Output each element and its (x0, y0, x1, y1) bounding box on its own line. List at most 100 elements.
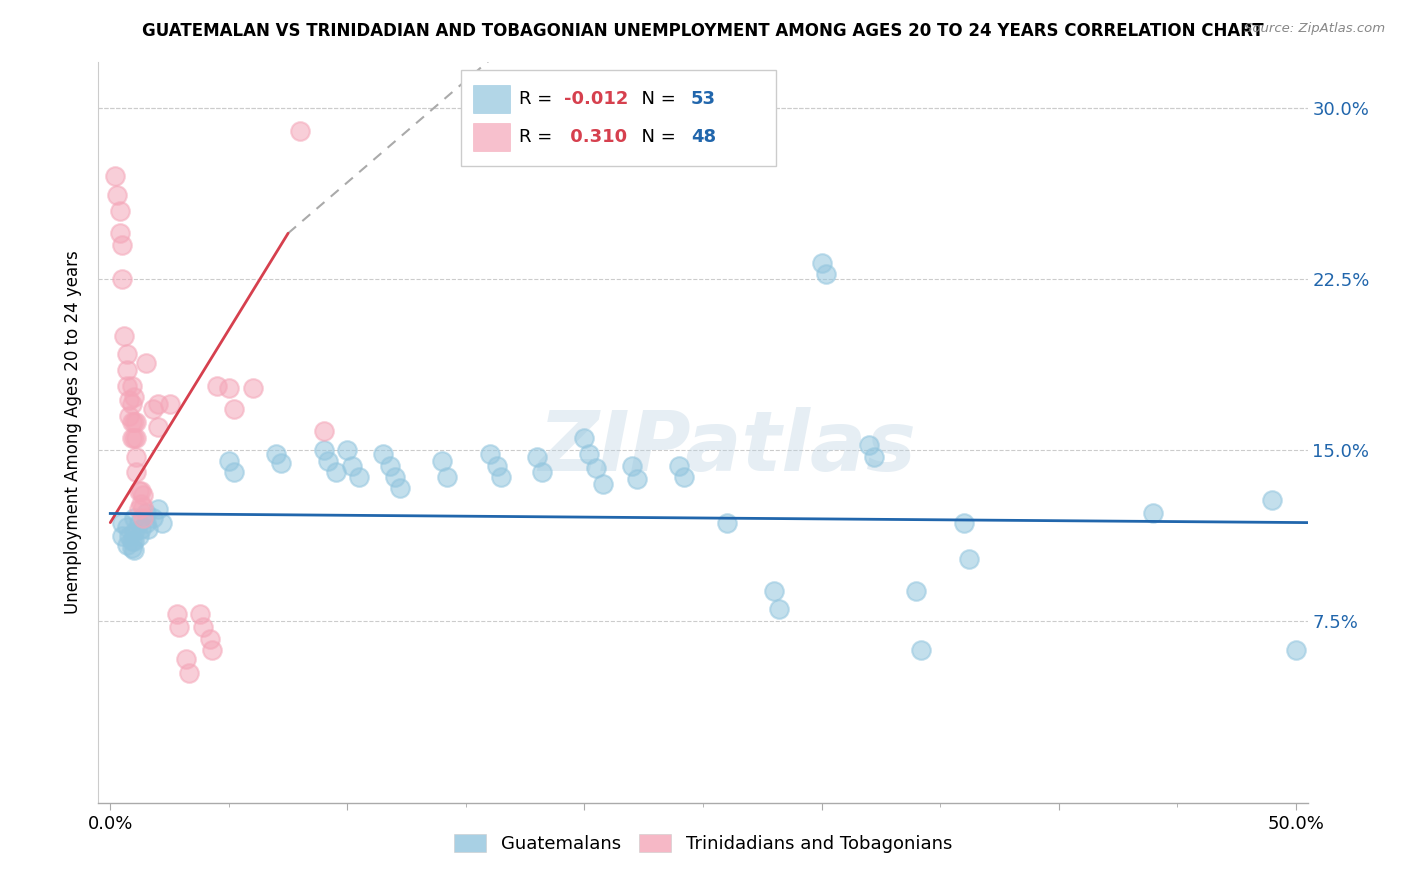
Point (530, 466, 553, 480)
Point (288, 124, 311, 138)
Point (128, 483, 150, 498)
Point (668, 458, 690, 473)
Point (142, 511, 165, 525)
Point (146, 397, 169, 411)
Point (115, 538, 138, 552)
Point (114, 328, 136, 343)
Point (592, 476, 614, 491)
Point (585, 461, 607, 475)
FancyBboxPatch shape (474, 85, 509, 112)
Point (957, 552, 980, 566)
Point (198, 632, 221, 646)
Point (132, 511, 155, 525)
Point (125, 466, 148, 480)
Point (125, 416, 148, 430)
Point (478, 447, 501, 461)
FancyBboxPatch shape (474, 123, 509, 152)
Point (340, 458, 363, 473)
Point (121, 541, 143, 555)
Point (115, 347, 138, 361)
Point (111, 529, 134, 543)
Point (222, 401, 245, 416)
Point (768, 602, 790, 616)
Point (135, 507, 157, 521)
Legend: Guatemalans, Trinidadians and Tobagonians: Guatemalans, Trinidadians and Tobagonian… (447, 827, 959, 861)
Point (122, 543, 145, 558)
Point (142, 401, 165, 416)
Point (111, 237, 134, 252)
Point (146, 502, 169, 516)
Point (128, 502, 150, 516)
Point (132, 488, 155, 502)
Point (205, 379, 228, 393)
Point (218, 454, 240, 468)
Text: N =: N = (630, 90, 682, 108)
Point (388, 482, 411, 496)
Point (264, 447, 287, 461)
Point (146, 420, 169, 434)
Point (1142, 507, 1164, 521)
Point (118, 529, 141, 543)
Point (122, 511, 145, 525)
Point (270, 456, 292, 470)
Point (318, 454, 340, 468)
Point (122, 524, 145, 539)
Point (129, 523, 152, 537)
Text: R =: R = (519, 90, 558, 108)
Text: 53: 53 (690, 90, 716, 108)
Point (201, 643, 224, 657)
Point (115, 520, 138, 534)
Point (122, 533, 145, 548)
Point (122, 390, 145, 404)
Point (312, 442, 335, 457)
Point (121, 431, 143, 445)
Point (716, 516, 738, 530)
Point (242, 381, 264, 395)
Point (118, 409, 141, 423)
Point (111, 516, 134, 530)
Point (378, 458, 401, 473)
Point (166, 607, 188, 621)
Point (152, 516, 174, 530)
Point (191, 620, 214, 634)
Point (136, 523, 159, 537)
Point (121, 416, 143, 430)
Point (626, 472, 648, 486)
Point (384, 470, 406, 484)
Point (177, 665, 200, 680)
Point (815, 268, 838, 282)
Point (128, 516, 150, 530)
Point (132, 500, 155, 514)
Point (574, 431, 596, 445)
Point (810, 256, 832, 270)
Point (336, 442, 359, 457)
Point (125, 450, 148, 464)
Text: -0.012: -0.012 (564, 90, 628, 108)
Point (485, 458, 508, 473)
Point (347, 470, 370, 484)
Point (432, 454, 454, 468)
Point (952, 516, 974, 530)
Point (312, 425, 335, 439)
FancyBboxPatch shape (461, 70, 776, 166)
Point (862, 450, 884, 464)
Text: R =: R = (519, 128, 558, 146)
Point (111, 272, 134, 286)
Point (122, 416, 145, 430)
Point (1285, 643, 1308, 657)
Point (1261, 492, 1284, 507)
Point (122, 431, 145, 445)
Point (125, 431, 148, 445)
Point (436, 470, 458, 484)
Point (763, 583, 786, 598)
Point (190, 607, 212, 621)
Text: 48: 48 (690, 128, 716, 146)
Point (159, 397, 181, 411)
Point (108, 203, 131, 218)
Point (167, 620, 190, 634)
Point (105, 187, 128, 202)
Point (858, 438, 880, 452)
Point (578, 447, 600, 461)
Point (526, 450, 548, 464)
Point (135, 356, 157, 370)
